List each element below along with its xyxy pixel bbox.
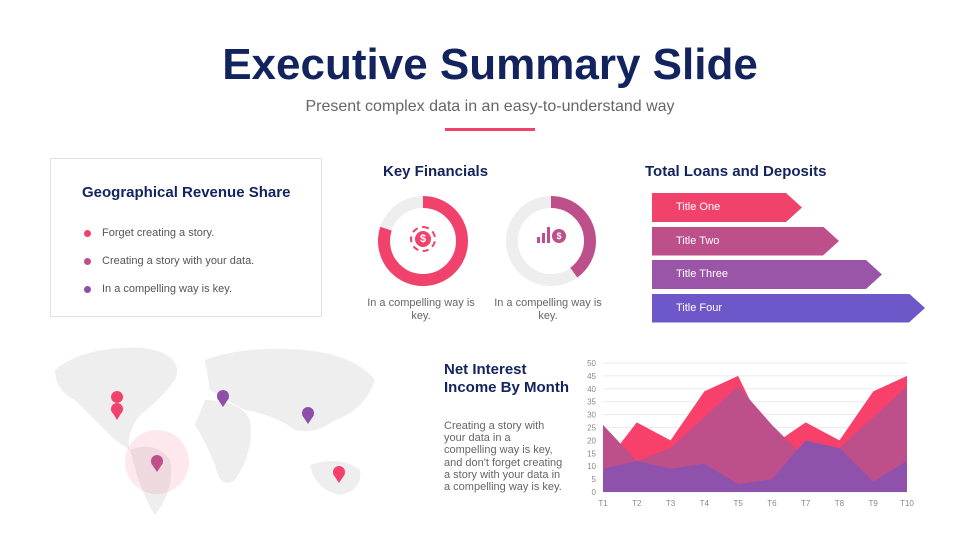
loan-bar: Title One (652, 193, 802, 222)
y-tick-label: 25 (587, 424, 596, 433)
geo-revenue-card: Geographical Revenue Share Forget creati… (50, 158, 322, 317)
x-tick-label: T3 (666, 499, 676, 508)
donut-chart (506, 196, 596, 286)
x-tick-label: T4 (700, 499, 710, 508)
donut-value-arc (506, 196, 596, 286)
y-tick-label: 30 (587, 411, 596, 420)
x-tick-label: T2 (632, 499, 642, 508)
nim-description: Creating a story with your data in a com… (444, 420, 563, 494)
map-pin-icon[interactable] (111, 391, 124, 420)
growth-dollar-icon: $ (537, 227, 566, 243)
bullet-icon (84, 285, 91, 293)
dollar-cycle-icon: $ (410, 226, 436, 252)
area-chart: 0 5 10 15 20 25 30 35 40 45 50 T1 T2 T3 T4 T5 T6 T7 T8 T9 T1… (587, 359, 914, 508)
list-item-text: Creating a story with your data. (102, 255, 255, 267)
y-tick-label: 5 (592, 475, 597, 484)
y-tick-label: 0 (592, 488, 597, 497)
loans-title: Total Loans and Deposits (645, 163, 827, 180)
nim-title-line: Net Interest (444, 361, 527, 378)
y-tick-label: 20 (587, 436, 596, 445)
geo-title: Geographical Revenue Share (82, 184, 291, 201)
map-pin-icon[interactable] (302, 407, 314, 424)
list-item: In a compelling way is key. (84, 283, 232, 295)
donut-chart (378, 196, 468, 286)
list-item: Creating a story with your data. (84, 255, 254, 267)
y-tick-label: 45 (587, 372, 596, 381)
y-tick-label: 15 (587, 449, 596, 458)
y-tick-label: 40 (587, 385, 596, 394)
donut-caption: In a compelling way is key. (494, 297, 602, 322)
nim-title-line: Income By Month (444, 379, 570, 396)
list-item-text: Forget creating a story. (102, 227, 215, 239)
list-item: Forget creating a story. (84, 227, 214, 239)
x-tick-label: T6 (767, 499, 777, 508)
x-tick-label: T9 (869, 499, 879, 508)
bullet-icon (84, 257, 91, 265)
y-tick-label: 35 (587, 398, 596, 407)
loan-bar: Title Four (652, 293, 925, 323)
loan-bar: Title Two (652, 226, 839, 256)
key-financials-title: Key Financials (383, 163, 489, 180)
x-tick-label: T1 (598, 499, 608, 508)
page-subtitle: Present complex data in an easy-to-under… (305, 98, 675, 115)
loan-bar: Title Three (652, 260, 882, 289)
donut-caption: In a compelling way is key. (367, 297, 475, 322)
map-pin-icon[interactable] (333, 466, 345, 483)
x-tick-label: T5 (733, 499, 743, 508)
x-tick-label: T7 (801, 499, 811, 508)
map-pin-icon[interactable] (151, 455, 163, 472)
donut-value-arc (378, 196, 468, 286)
world-map (55, 347, 375, 515)
list-item-text: In a compelling way is key. (102, 283, 233, 295)
bullet-icon (84, 229, 91, 237)
map-pin-icon[interactable] (217, 390, 229, 407)
title-underline (445, 128, 535, 131)
area-series (603, 440, 907, 492)
y-tick-label: 10 (587, 462, 596, 471)
nim-title: Net Interest Income By Month (444, 361, 569, 397)
x-tick-label: T8 (835, 499, 845, 508)
y-tick-label: 50 (587, 359, 596, 368)
page-title: Executive Summary Slide (222, 40, 758, 89)
x-tick-label: T10 (900, 499, 914, 508)
